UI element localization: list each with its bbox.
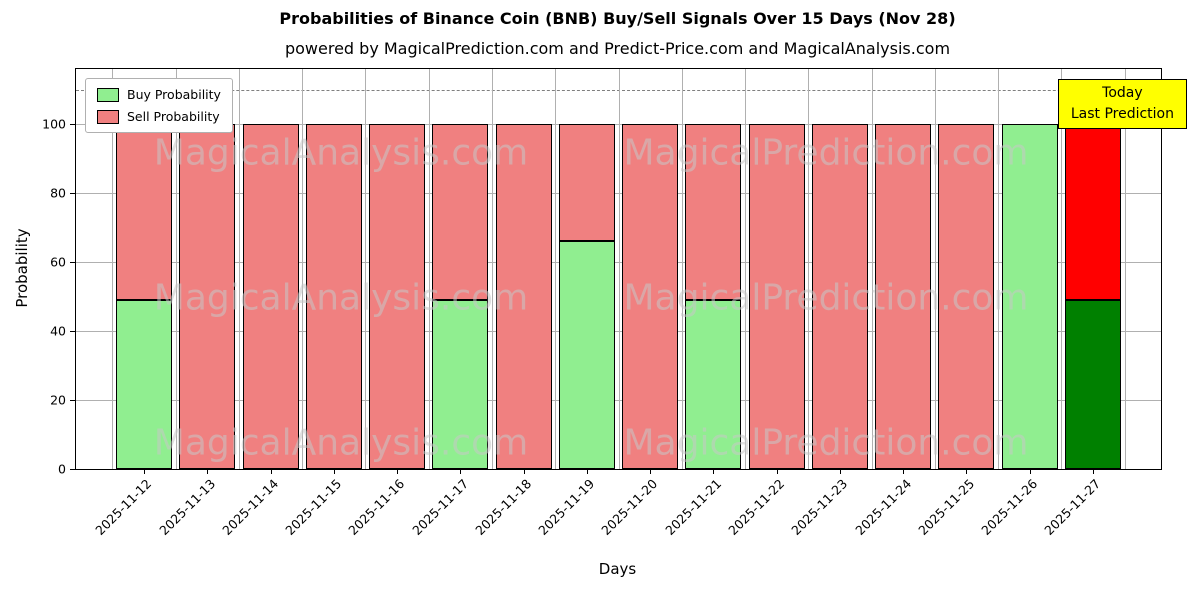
x-gridline <box>1061 69 1063 469</box>
legend-swatch <box>97 87 119 102</box>
y-tick-label: 40 <box>50 323 66 339</box>
x-gridline <box>238 69 240 469</box>
sell-segment <box>495 124 552 469</box>
sell-segment <box>116 124 172 301</box>
x-tick-label-text: 2025-11-17 <box>408 476 471 538</box>
x-tick <box>966 469 968 474</box>
x-gridline <box>175 69 177 469</box>
x-tick <box>333 469 335 474</box>
x-tick-label-text: 2025-11-16 <box>345 476 408 538</box>
x-tick-label-text: 2025-11-27 <box>1041 476 1104 538</box>
x-tick <box>776 469 778 474</box>
x-gridline <box>1124 69 1126 469</box>
sell-segment <box>748 124 805 469</box>
x-tick-label-text: 2025-11-21 <box>662 476 724 538</box>
buy-segment <box>432 300 489 469</box>
sell-segment <box>432 124 489 301</box>
sell-segment <box>938 124 995 469</box>
y-tick <box>70 331 75 333</box>
x-tick <box>839 469 841 474</box>
x-gridline <box>808 69 810 469</box>
y-tick-label: 0 <box>58 461 66 477</box>
x-tick-label-text: 2025-11-18 <box>472 476 535 538</box>
sell-segment <box>242 124 299 469</box>
chart-title: Probabilities of Binance Coin (BNB) Buy/… <box>279 9 956 28</box>
sell-segment <box>875 124 932 469</box>
x-tick-label-text: 2025-11-19 <box>535 476 598 538</box>
sell-segment <box>305 124 362 469</box>
x-gridline <box>998 69 1000 469</box>
x-gridline <box>871 69 873 469</box>
buy-segment <box>1065 300 1121 469</box>
x-tick-label-text: 2025-11-15 <box>282 476 345 538</box>
legend-label: Buy Probability <box>127 87 221 102</box>
buy-segment <box>685 300 742 469</box>
annotation-line-1: Today <box>1102 85 1143 101</box>
x-tick-label-text: 2025-11-24 <box>851 476 914 538</box>
x-tick-label-text: 2025-11-22 <box>725 476 788 538</box>
y-tick <box>70 469 75 470</box>
plot-area: Buy Probability Sell Probability Today La… <box>42 68 1187 538</box>
legend-item: Sell Probability <box>97 109 221 124</box>
x-tick <box>397 469 399 474</box>
x-gridline <box>555 69 557 469</box>
x-tick-label-text: 2025-11-14 <box>219 476 282 538</box>
x-gridline <box>934 69 936 469</box>
sell-segment <box>685 124 742 301</box>
y-tick-label: 20 <box>50 392 66 408</box>
x-tick-label-text: 2025-11-12 <box>92 476 155 538</box>
x-tick <box>713 469 715 474</box>
buy-segment <box>558 241 615 469</box>
y-tick-label: 80 <box>50 185 66 201</box>
x-tick <box>1093 469 1094 474</box>
x-tick <box>460 469 462 474</box>
x-tick <box>207 469 209 474</box>
legend-swatch <box>97 109 119 124</box>
x-tick <box>144 469 145 474</box>
legend: Buy Probability Sell Probability <box>85 78 233 133</box>
annotation-line-2: Last Prediction <box>1070 106 1174 122</box>
buy-segment <box>1001 124 1058 469</box>
x-gridline <box>491 69 493 469</box>
sell-segment <box>179 124 236 469</box>
legend-item: Buy Probability <box>97 87 221 102</box>
y-tick <box>70 124 75 126</box>
x-tick <box>1029 469 1031 474</box>
x-tick-label-text: 2025-11-20 <box>598 476 661 538</box>
x-gridline <box>618 69 620 469</box>
buy-segment <box>116 300 172 469</box>
x-tick <box>270 469 272 474</box>
x-gridline <box>112 69 114 469</box>
legend-label: Sell Probability <box>127 109 220 124</box>
x-tick-label-text: 2025-11-13 <box>155 476 218 538</box>
x-axis-label: Days <box>598 560 637 578</box>
x-gridline <box>428 69 430 469</box>
x-gridline <box>302 69 304 469</box>
today-annotation: Today Last Prediction <box>1057 79 1187 129</box>
y-tick <box>70 262 75 264</box>
y-tick <box>70 193 75 195</box>
x-gridline <box>745 69 747 469</box>
sell-segment <box>369 124 426 469</box>
x-tick <box>650 469 652 474</box>
x-tick-label-text: 2025-11-26 <box>978 476 1041 538</box>
x-gridline <box>681 69 683 469</box>
x-tick-label-text: 2025-11-23 <box>788 476 851 538</box>
sell-segment <box>622 124 679 469</box>
x-tick <box>903 469 905 474</box>
x-tick <box>523 469 525 474</box>
y-axis-label: Probability <box>13 228 31 308</box>
y-tick-label: 100 <box>42 116 66 132</box>
sell-segment <box>558 124 615 242</box>
sell-segment <box>1065 124 1121 301</box>
x-tick-label-text: 2025-11-25 <box>915 476 978 538</box>
sell-segment <box>811 124 868 469</box>
x-tick <box>586 469 588 474</box>
chart-subtitle: powered by MagicalPrediction.com and Pre… <box>284 39 951 58</box>
x-gridline <box>365 69 367 469</box>
y-tick <box>70 400 75 402</box>
y-tick-label: 60 <box>50 254 66 270</box>
